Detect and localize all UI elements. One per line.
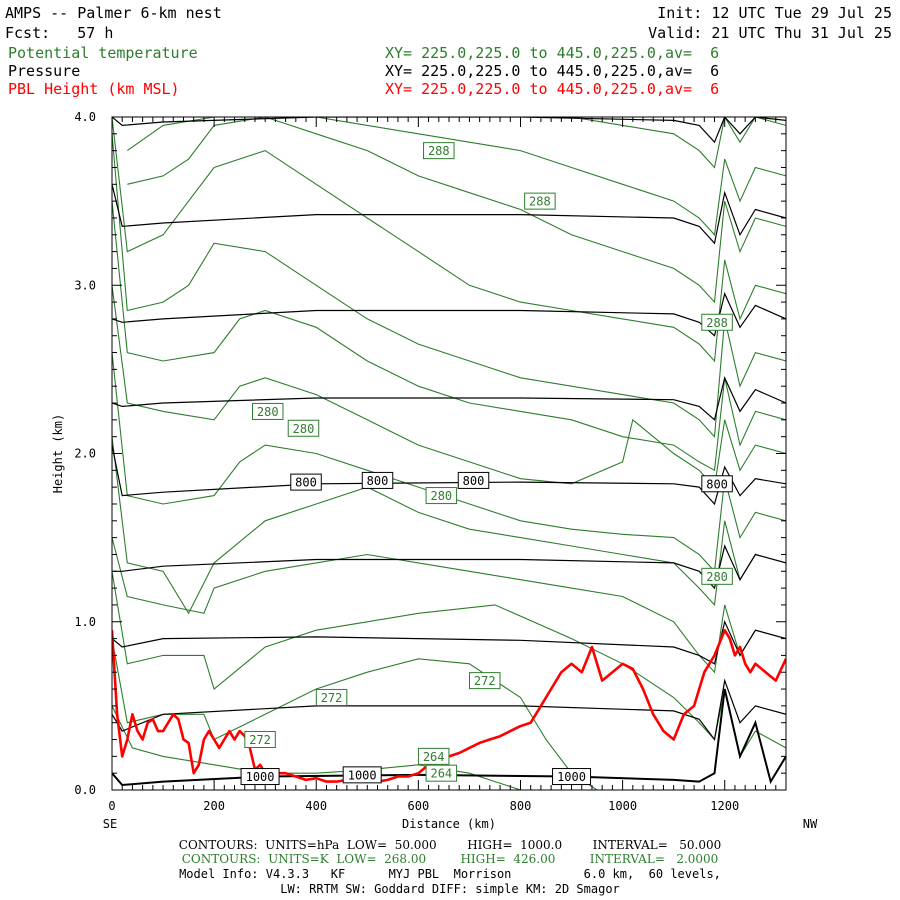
theta-contour-line-11 <box>126 117 786 237</box>
contour-label-text-0: 288 <box>428 144 450 158</box>
contour-label-text-9: 272 <box>249 733 271 747</box>
contour-label-text-6: 280 <box>706 570 728 584</box>
contour-label-14: 800 <box>457 471 490 489</box>
contour-label-17: 1000 <box>342 766 382 784</box>
theta-contour-line-2 <box>112 571 786 758</box>
x-tick-label-0: 0 <box>108 799 115 813</box>
contour-label-11: 264 <box>425 764 458 782</box>
pressure-contour-line-7 <box>112 184 786 245</box>
x-tick-label-2: 400 <box>305 799 327 813</box>
contour-label-text-2: 288 <box>706 316 728 330</box>
contour-label-text-10: 264 <box>423 750 445 764</box>
footer-theta-contours: CONTOURS: UNITS=K LOW= 268.00 HIGH= 426.… <box>181 852 719 866</box>
field-name-theta: Potential temperature <box>8 44 198 62</box>
field-xy-pressure: XY= 225.0,225.0 to 445.0,225.0,av= 6 <box>385 62 720 80</box>
pressure-contour-line-3 <box>112 544 786 590</box>
contour-label-text-7: 272 <box>321 691 343 705</box>
theta-contour-line-9 <box>112 117 786 363</box>
contour-label-text-5: 280 <box>430 489 452 503</box>
contour-label-6: 280 <box>701 567 733 585</box>
right-end-label: NW <box>803 817 818 831</box>
contour-label-18: 1000 <box>552 768 592 786</box>
contour-label-text-17: 1000 <box>348 768 377 782</box>
plot-title: AMPS -- Palmer 6-km nest <box>5 4 222 22</box>
field-name-pbl: PBL Height (km MSL) <box>8 80 180 98</box>
contour-label-9: 272 <box>244 731 276 749</box>
contour-label-2: 288 <box>701 313 733 331</box>
x-tick-label-4: 800 <box>510 799 532 813</box>
contour-label-7: 272 <box>315 688 348 706</box>
theta-contour-line-5 <box>112 352 786 573</box>
x-axis-label: Distance (km) <box>402 817 496 831</box>
contour-label-12: 800 <box>290 473 322 491</box>
contour-label-4: 280 <box>287 419 320 437</box>
pbl-height-line <box>112 628 786 783</box>
pressure-contour-line-0 <box>112 688 786 787</box>
field-xy-theta: XY= 225.0,225.0 to 445.0,225.0,av= 6 <box>385 44 720 62</box>
footer-model-info: Model Info: V4.3.3 KF MYJ PBL Morrison 6… <box>179 867 721 881</box>
contour-label-15: 800 <box>701 475 733 493</box>
contour-label-text-12: 800 <box>295 476 317 490</box>
theta-contour-line-7 <box>112 201 786 472</box>
contour-label-text-1: 288 <box>529 195 551 209</box>
contour-label-5: 280 <box>425 487 458 505</box>
x-tick-label-5: 1000 <box>608 799 637 813</box>
contour-label-13: 800 <box>361 471 394 489</box>
field-name-pressure: Pressure <box>8 62 81 80</box>
theta-contour-line-4 <box>112 436 786 615</box>
pressure-contour-line-2 <box>112 619 786 665</box>
footer-physics-info: LW: RRTM SW: Goddard DIFF: simple KM: 2D… <box>280 882 620 896</box>
pressure-contour-line-8 <box>112 117 786 144</box>
contour-label-8: 272 <box>468 672 501 690</box>
y-tick-label-4: 4.0 <box>74 110 96 124</box>
contour-label-text-4: 280 <box>293 422 315 436</box>
valid-time: Valid: 21 UTC Thu 31 Jul 25 <box>648 24 892 42</box>
contour-label-3: 280 <box>251 402 284 420</box>
field-xy-pbl: XY= 225.0,225.0 to 445.0,225.0,av= 6 <box>385 80 720 98</box>
theta-contour-line-8 <box>112 133 786 439</box>
pressure-contour-line-5 <box>112 375 786 421</box>
init-time: Init: 12 UTC Tue 29 Jul 25 <box>657 4 892 22</box>
pressure-contour-line-4 <box>112 444 786 506</box>
theta-contour-line-12 <box>571 117 786 169</box>
contour-label-16: 1000 <box>240 768 280 786</box>
left-end-label: SE <box>103 817 117 831</box>
contour-label-text-11: 264 <box>430 767 452 781</box>
contour-label-text-3: 280 <box>257 405 279 419</box>
y-axis-label: Height (km) <box>51 414 65 493</box>
plot-frame <box>111 116 787 791</box>
x-tick-label-1: 200 <box>203 799 225 813</box>
pressure-contour-line-6 <box>112 291 786 337</box>
contour-label-text-15: 800 <box>706 477 728 491</box>
contour-label-0: 288 <box>423 142 455 160</box>
theta-contour-line-0 <box>112 705 521 790</box>
contour-label-text-14: 800 <box>463 474 485 488</box>
contour-label-text-18: 1000 <box>557 770 586 784</box>
contour-label-text-16: 1000 <box>246 770 275 784</box>
y-tick-label-1: 1.0 <box>74 615 96 629</box>
y-tick-label-3: 3.0 <box>74 278 96 292</box>
y-tick-label-2: 2.0 <box>74 447 96 461</box>
footer-pressure-contours: CONTOURS: UNITS=hPa LOW= 50.000 HIGH= 10… <box>178 838 722 852</box>
pressure-contour-line-1 <box>112 678 786 741</box>
contour-label-text-8: 272 <box>474 674 496 688</box>
y-tick-label-0: 0.0 <box>74 783 96 797</box>
theta-contour-line-6 <box>112 285 786 489</box>
theta-contour-line-3 <box>112 537 786 674</box>
contour-label-1: 288 <box>524 192 556 210</box>
contour-label-text-13: 800 <box>367 474 389 488</box>
forecast-hour: Fcst: 57 h <box>5 24 114 42</box>
x-tick-label-3: 600 <box>408 799 430 813</box>
x-tick-label-6: 1200 <box>710 799 739 813</box>
contour-label-10: 264 <box>417 747 450 765</box>
